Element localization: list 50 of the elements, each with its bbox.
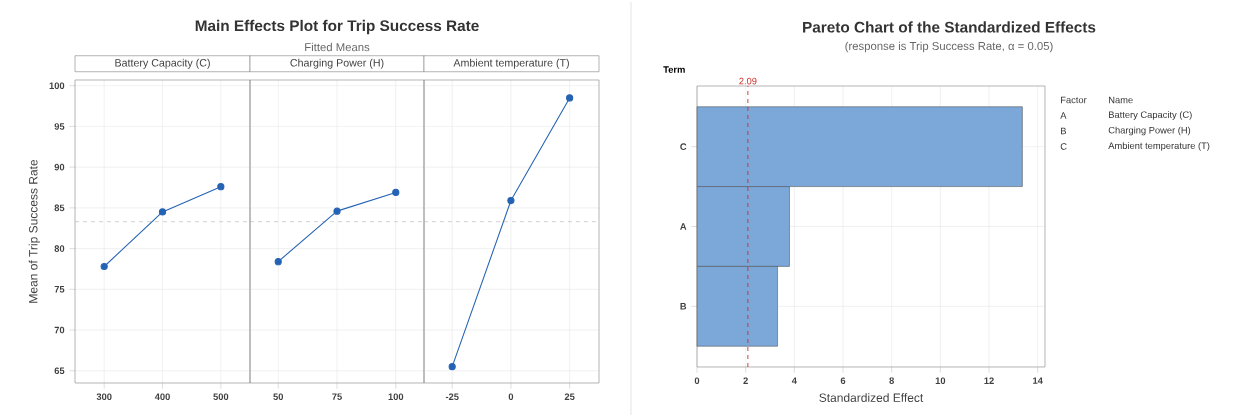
chart-title: Pareto Chart of the Standardized Effects	[803, 21, 1096, 33]
text: Name	[1109, 96, 1133, 104]
x-tick-label: 6	[840, 377, 846, 384]
x-tick-label: 2	[743, 377, 748, 384]
x-tick-label: 50	[273, 393, 284, 400]
x-tick-label: 0	[694, 377, 700, 384]
y-tick-label: B	[680, 303, 687, 310]
x-tick-label: 500	[213, 393, 229, 400]
chart-subtitle: Fitted Means	[305, 42, 370, 52]
text: Ambient temperature (T)	[453, 58, 569, 69]
text: Charging Power (H)	[290, 58, 384, 69]
chart-subtitle: (response is Trip Success Rate, α = 0.05)	[845, 41, 1053, 53]
text: Charging Power (H)	[1108, 126, 1191, 136]
x-tick-label: 4	[791, 377, 797, 384]
y-tick-label: 75	[54, 286, 65, 293]
y-tick-label: 85	[54, 204, 65, 212]
x-tick-label: 8	[889, 377, 894, 384]
y-axis-title: Mean of Trip Success Rate	[28, 159, 40, 303]
point	[217, 183, 225, 191]
point	[158, 208, 167, 216]
x-tick-label: 300	[96, 393, 112, 401]
x-tick-label: 12	[984, 377, 994, 384]
x-axis-title: Standardized Effect	[819, 393, 924, 402]
x-tick-label: 14	[1033, 377, 1043, 384]
x-tick-label: 400	[154, 393, 170, 400]
y-tick-label: 95	[54, 123, 65, 130]
x-tick-label: 25	[564, 393, 575, 400]
y-tick-label: C	[680, 143, 687, 150]
x-tick-label: 75	[332, 393, 342, 400]
text: B	[1061, 127, 1066, 135]
y-tick-label: 100	[49, 82, 65, 89]
text: Ambient temperature (T)	[1108, 142, 1210, 151]
x-tick-label: -25	[445, 393, 459, 400]
y-tick-label: 90	[54, 163, 65, 171]
text: C	[1060, 143, 1067, 150]
y-tick-label: 65	[54, 367, 65, 375]
y-tick-label: 70	[54, 326, 65, 334]
text: Factor	[1061, 96, 1087, 104]
text: Battery Capacity (C)	[115, 58, 210, 69]
point	[100, 262, 108, 271]
ref-line-label: 2.09	[739, 77, 757, 85]
y-tick-label: A	[680, 223, 687, 230]
y-tick-label: 80	[54, 245, 65, 252]
x-tick-label: 100	[388, 393, 404, 400]
x-tick-label: 0	[508, 393, 514, 400]
text: Battery Capacity (C)	[1109, 111, 1192, 120]
x-tick-label: 10	[935, 377, 946, 384]
chart-title: Main Effects Plot for Trip Success Rate	[195, 19, 479, 35]
text: A	[1060, 112, 1067, 119]
y-axis-title: Term	[663, 66, 685, 73]
